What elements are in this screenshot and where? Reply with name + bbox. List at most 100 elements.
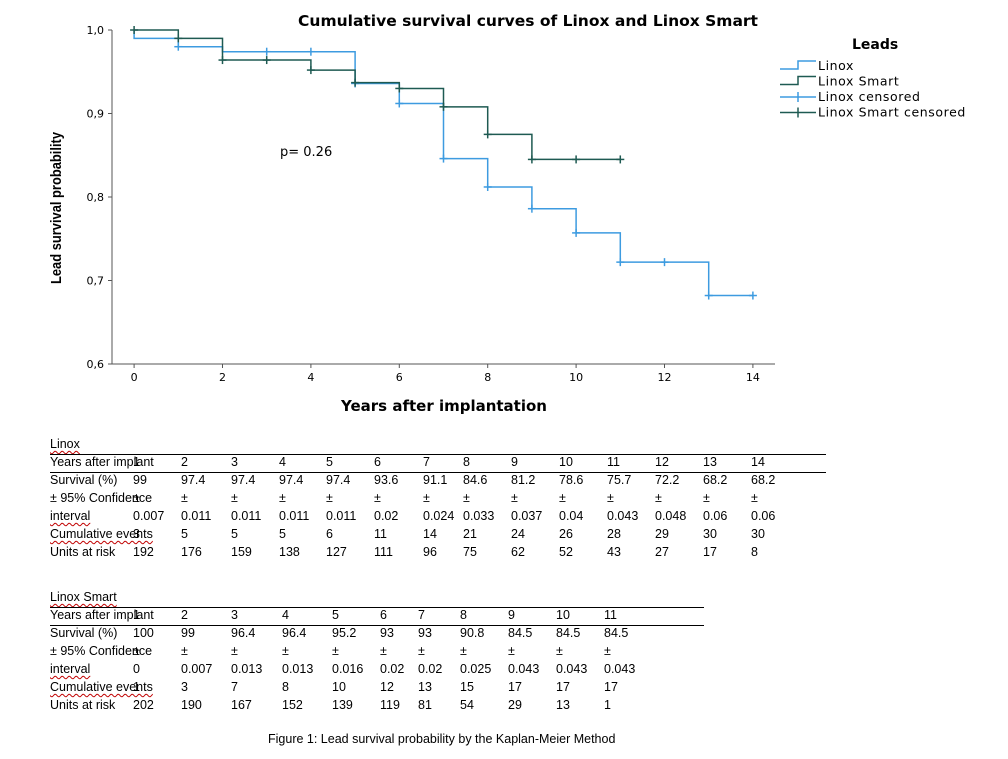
table-cell: 119 xyxy=(380,698,400,712)
table-cell: ± xyxy=(279,491,286,505)
table-cell: 10 xyxy=(332,680,346,694)
legend-label: Linox xyxy=(818,58,854,73)
table-cell: 62 xyxy=(511,545,525,559)
table-cell: ± xyxy=(607,491,614,505)
x-tick-label: 14 xyxy=(746,371,760,384)
table-cell: 6 xyxy=(380,608,387,622)
table-cell: 10 xyxy=(559,455,573,469)
table-cell: 29 xyxy=(508,698,522,712)
table-cell: 24 xyxy=(511,527,525,541)
table-cell: 8 xyxy=(751,545,758,559)
censor-mark xyxy=(660,258,669,267)
table-cell: 7 xyxy=(423,455,430,469)
table-cell: 2 xyxy=(181,608,188,622)
table-cell: 0.025 xyxy=(460,662,492,676)
table-rule-top xyxy=(50,472,826,473)
table-cell: 5 xyxy=(181,527,188,541)
censor-mark xyxy=(439,102,448,111)
table-cell: 0.011 xyxy=(181,509,212,523)
table-cell: 152 xyxy=(282,698,303,712)
table-cell: 12 xyxy=(655,455,669,469)
table-cell: 93 xyxy=(380,626,394,640)
table-cell: 3 xyxy=(231,608,238,622)
censor-mark xyxy=(174,42,183,51)
table-cell: 111 xyxy=(374,545,394,559)
survival-step-line xyxy=(134,29,621,161)
censor-mark xyxy=(748,291,757,300)
table-cell: 97.4 xyxy=(231,473,256,487)
table-row-ci: interval 0 0.007 0.013 0.013 0.016 0.02 0.02 0.0… xyxy=(50,662,704,680)
table-cell: 52 xyxy=(559,545,573,559)
table-cell: 99 xyxy=(181,626,195,640)
table-cell: 7 xyxy=(231,680,238,694)
row-label: interval xyxy=(50,662,91,676)
table-cell: 93.6 xyxy=(374,473,399,487)
censor-mark xyxy=(527,204,536,213)
table-cell: ± xyxy=(511,491,518,505)
table-cell: ± xyxy=(751,491,758,505)
table-cell: 5 xyxy=(231,527,238,541)
row-label: ± 95% Confidence xyxy=(50,491,153,505)
table-title: Linox Smart xyxy=(50,590,117,604)
table-row-at-risk: Units at risk 192 176 159 138 127 111 96 75 62 52 4… xyxy=(50,545,826,563)
table-cell: 0.043 xyxy=(607,509,639,523)
table-cell: 0.013 xyxy=(231,662,263,676)
table-cell: ± xyxy=(133,491,140,505)
table-cell: 6 xyxy=(374,455,381,469)
table-row-at-risk: Units at risk 202 190 167 152 139 119 81 54 29 13 1 xyxy=(50,698,704,716)
table-cell: 84.5 xyxy=(556,626,581,640)
table-cell: 15 xyxy=(460,680,474,694)
y-axis-label: Lead survival probability xyxy=(48,131,65,284)
table-rule-top xyxy=(50,625,704,626)
table-cell: 91.1 xyxy=(423,473,448,487)
table-cell: 17 xyxy=(604,680,618,694)
legend-title: Leads xyxy=(852,37,898,53)
table-cell: 0.011 xyxy=(326,509,357,523)
table-cell: 127 xyxy=(326,545,347,559)
legend-swatch xyxy=(780,60,816,70)
table-cell: 0.048 xyxy=(655,509,687,523)
legend-item: Linox Smart xyxy=(780,74,899,89)
censor-mark xyxy=(483,182,492,191)
table-cell: ± xyxy=(604,644,611,658)
table-cell: ± xyxy=(460,644,467,658)
table-cell: 13 xyxy=(703,455,717,469)
table-cell: 84.5 xyxy=(508,626,533,640)
table-row-survival: Survival (%) 100 99 96.4 96.4 95.2 93 93 90.8 84.… xyxy=(50,626,704,644)
table-cell: ± xyxy=(332,644,339,658)
table-cell: 30 xyxy=(751,527,765,541)
table-cell: 0.06 xyxy=(751,509,776,523)
censor-mark xyxy=(483,130,492,139)
table-cell: 93 xyxy=(418,626,432,640)
table-cell: ± xyxy=(556,644,563,658)
table-cell: 0.011 xyxy=(279,509,310,523)
table-cell: 192 xyxy=(133,545,154,559)
table-cell: 8 xyxy=(282,680,289,694)
table-cell: 95.2 xyxy=(332,626,357,640)
table-cell: 11 xyxy=(604,608,617,622)
table-cell: ± xyxy=(282,644,289,658)
table-cell: 0.011 xyxy=(231,509,262,523)
table-cell: 96 xyxy=(423,545,437,559)
censor-mark xyxy=(616,258,625,267)
legend-label: Linox Smart censored xyxy=(818,105,966,120)
table-cell: 43 xyxy=(607,545,621,559)
table-cell: 4 xyxy=(279,455,286,469)
table-cell: 1 xyxy=(133,455,140,469)
series-linox-smart xyxy=(130,26,625,164)
x-tick-label: 2 xyxy=(219,371,226,384)
table-cell: 14 xyxy=(751,455,765,469)
y-tick-label: 0,9 xyxy=(87,108,105,121)
table-cell: 0.013 xyxy=(282,662,314,676)
table-cell: 97.4 xyxy=(279,473,304,487)
table-cell: ± xyxy=(655,491,662,505)
table-cell: 26 xyxy=(559,527,573,541)
y-tick-label: 0,6 xyxy=(87,358,105,371)
table-cell: 84.6 xyxy=(463,473,488,487)
table-cell: 9 xyxy=(511,455,518,469)
table-cell: ± xyxy=(231,644,238,658)
table-cell: 17 xyxy=(508,680,522,694)
legend-swatch xyxy=(780,75,816,86)
x-tick-label: 8 xyxy=(484,371,491,384)
